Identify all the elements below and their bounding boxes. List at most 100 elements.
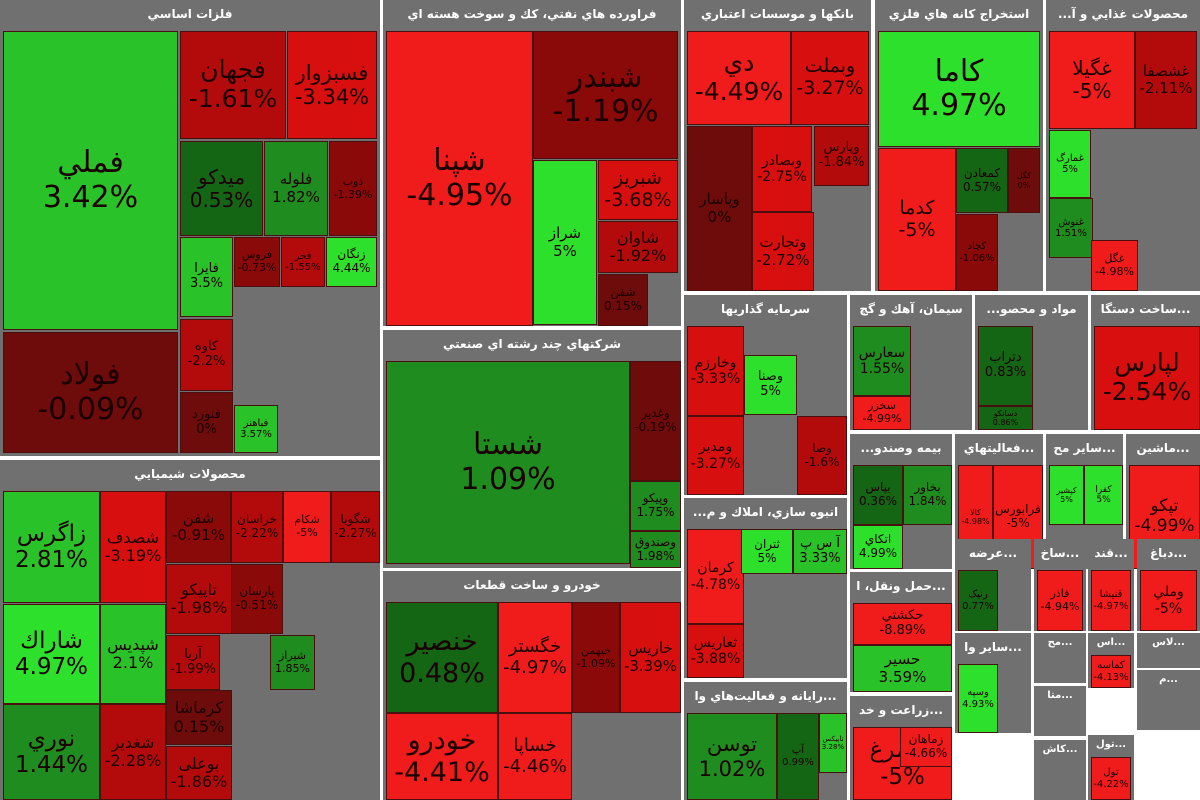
- stock-tile[interactable]: پارسان -0.51%: [231, 564, 283, 634]
- stock-tile[interactable]: وتجارت -2.72%: [752, 212, 814, 291]
- stock-tile[interactable]: دي -4.49%: [687, 31, 791, 125]
- stock-tile[interactable]: میدکو 0.53%: [180, 141, 263, 236]
- stock-tile[interactable]: آريا -1.99%: [166, 635, 220, 690]
- stock-tile[interactable]: شفن 0.15%: [598, 274, 648, 326]
- stock-tile[interactable]: سعارس 1.55%: [853, 326, 911, 396]
- stock-tile[interactable]: وپیکو 1.75%: [630, 481, 681, 531]
- stock-tile[interactable]: شبندر -1.19%: [533, 31, 678, 159]
- stock-tile[interactable]: نوري 1.44%: [3, 704, 100, 800]
- stock-tile[interactable]: خنصير 0.48%: [386, 602, 498, 713]
- stock-tile[interactable]: شاراك 4.97%: [3, 604, 100, 704]
- stock-tile[interactable]: وبملت -3.27%: [791, 31, 869, 125]
- stock-tile[interactable]: شگویا -2.27%: [331, 491, 380, 563]
- stock-tile[interactable]: وسپه 4.93%: [958, 664, 998, 733]
- stock-tile[interactable]: بپاس 0.36%: [853, 465, 903, 525]
- stock-tile[interactable]: اتكاي 4.99%: [853, 525, 903, 569]
- stock-tile[interactable]: آ س پ 3.33%: [793, 529, 847, 574]
- stock-tile[interactable]: شكام -5%: [283, 491, 331, 563]
- stock-tile[interactable]: کماسه -4.13%: [1091, 655, 1131, 688]
- stock-tile[interactable]: غشصفا -2.11%: [1135, 31, 1197, 129]
- stock-symbol: وغدیر: [641, 406, 670, 421]
- stock-tile[interactable]: فباهنر 3.57%: [234, 405, 278, 453]
- stock-tile[interactable]: شپنا -4.95%: [386, 31, 533, 326]
- stock-tile[interactable]: غمارگ 5%: [1049, 130, 1091, 198]
- stock-tile[interactable]: زنگان 4.44%: [326, 237, 377, 287]
- stock-tile[interactable]: شپدیس 2.1%: [100, 604, 166, 704]
- stock-tile[interactable]: سخزر -4.99%: [853, 396, 911, 430]
- stock-tile[interactable]: فروس -0.73%: [234, 237, 280, 287]
- stock-tile[interactable]: شیراز 1.85%: [270, 635, 315, 690]
- stock-symbol: شبریز: [614, 167, 662, 190]
- stock-tile[interactable]: وصنا 5%: [744, 355, 797, 415]
- stock-tile[interactable]: وغدیر -0.19%: [630, 361, 681, 481]
- stock-tile[interactable]: ومدیر -3.27%: [687, 416, 744, 495]
- stock-symbol: كمعادن: [963, 165, 1001, 180]
- stock-tile[interactable]: وملي -5%: [1140, 570, 1197, 631]
- stock-tile[interactable]: شبریز -3.68%: [598, 160, 678, 220]
- stock-tile[interactable]: حسير 3.59%: [853, 645, 952, 692]
- stock-tile[interactable]: وصندوق 1.98%: [630, 531, 681, 568]
- stock-tile[interactable]: وصا -1.6%: [797, 416, 847, 495]
- stock-tile[interactable]: تول -4.22%: [1091, 757, 1131, 800]
- stock-tile[interactable]: لپارس -2.54%: [1094, 326, 1200, 430]
- stock-tile[interactable]: وپارس -1.84%: [814, 126, 869, 186]
- stock-tile[interactable]: دتراب 0.83%: [978, 326, 1033, 406]
- stock-tile[interactable]: شغدير -2.28%: [100, 704, 166, 800]
- stock-tile[interactable]: ثعاریس -3.88%: [687, 624, 744, 678]
- stock-tile[interactable]: شفن -0.91%: [166, 491, 231, 563]
- stock-tile[interactable]: فجهان -1.61%: [180, 31, 286, 139]
- stock-tile[interactable]: تاپیکس 3.28%: [819, 713, 847, 773]
- sector-title: ...رايانه و فعاليت‌هاي وا: [694, 689, 837, 703]
- stock-tile[interactable]: فملي 3.42%: [3, 31, 178, 330]
- stock-tile[interactable]: فايرا 3.5%: [180, 237, 233, 317]
- stock-tile[interactable]: خبهمن -1.09%: [572, 602, 620, 713]
- stock-tile[interactable]: كگل 0%: [1008, 148, 1040, 213]
- stock-tile[interactable]: بوعلی -1.86%: [166, 746, 232, 800]
- stock-tile[interactable]: توسن 1.02%: [687, 713, 777, 800]
- stock-tile[interactable]: دسانكو 0.86%: [978, 406, 1033, 430]
- stock-tile[interactable]: قنيشا -4.97%: [1091, 570, 1131, 631]
- stock-tile[interactable]: فلوله 1.82%: [264, 141, 328, 236]
- stock-tile[interactable]: شستا 1.09%: [386, 361, 630, 564]
- stock-tile[interactable]: كدما -5%: [878, 148, 956, 291]
- stock-tile[interactable]: كرمان -4.78%: [687, 529, 744, 624]
- stock-tile[interactable]: رنیک 0.77%: [958, 570, 998, 631]
- stock-tile[interactable]: زماهان -4.66%: [900, 727, 952, 767]
- stock-tile[interactable]: کرماشا 0.15%: [166, 690, 232, 745]
- stock-tile[interactable]: غگیلا -5%: [1049, 31, 1135, 129]
- stock-tile[interactable]: آپ 0.99%: [777, 713, 819, 800]
- stock-tile[interactable]: شاوان -1.92%: [598, 221, 678, 273]
- stock-tile[interactable]: فجر -1.55%: [281, 237, 325, 287]
- stock-tile[interactable]: حكشتي -8.89%: [853, 603, 952, 645]
- stock-tile[interactable]: كچاد -1.06%: [956, 214, 998, 291]
- stock-tile[interactable]: زاگرس 2.81%: [3, 491, 100, 603]
- stock-tile[interactable]: كاوه -2.2%: [180, 319, 233, 391]
- stock-change-label: 0.86%: [992, 418, 1019, 427]
- stock-tile[interactable]: خراسان -2.22%: [231, 491, 283, 563]
- stock-tile[interactable]: فولاد -0.09%: [3, 332, 178, 453]
- stock-tile[interactable]: تاپیکو -1.98%: [166, 564, 232, 634]
- stock-tile[interactable]: خساپا -4.46%: [498, 713, 572, 800]
- stock-tile[interactable]: فنورد 0%: [180, 392, 233, 453]
- stock-tile[interactable]: وخارزم -3.33%: [687, 326, 744, 416]
- stock-tile[interactable]: كاما 4.97%: [878, 31, 1040, 147]
- stock-tile[interactable]: فاذر -4.94%: [1037, 570, 1083, 631]
- stock-change-label: 5%: [553, 241, 577, 260]
- stock-tile[interactable]: وبصادر -2.75%: [752, 126, 812, 212]
- stock-tile[interactable]: كفرا 5%: [1084, 465, 1123, 525]
- stock-tile[interactable]: فسبزوار -3.34%: [287, 31, 377, 139]
- stock-tile[interactable]: ثتران 5%: [741, 529, 793, 574]
- stock-tile[interactable]: بخاور 1.84%: [903, 465, 952, 525]
- stock-tile[interactable]: خگستر -4.97%: [498, 602, 572, 713]
- stock-tile[interactable]: خاریس -3.39%: [620, 602, 681, 713]
- stock-tile[interactable]: خودرو -4.41%: [386, 713, 498, 800]
- stock-tile[interactable]: غگل -4.98%: [1091, 240, 1138, 291]
- stock-tile[interactable]: ذوب -1.39%: [329, 141, 377, 236]
- stock-tile[interactable]: كپشير 5%: [1049, 465, 1084, 525]
- stock-tile[interactable]: كمعادن 0.57%: [956, 148, 1008, 213]
- stock-tile[interactable]: شراز 5%: [533, 160, 597, 325]
- stock-tile[interactable]: شصدف -3.19%: [100, 491, 166, 603]
- stock-tile[interactable]: غنوش 1.51%: [1049, 198, 1093, 258]
- stock-symbol: فايرا: [194, 261, 219, 277]
- stock-tile[interactable]: وپاسار 0%: [687, 126, 752, 291]
